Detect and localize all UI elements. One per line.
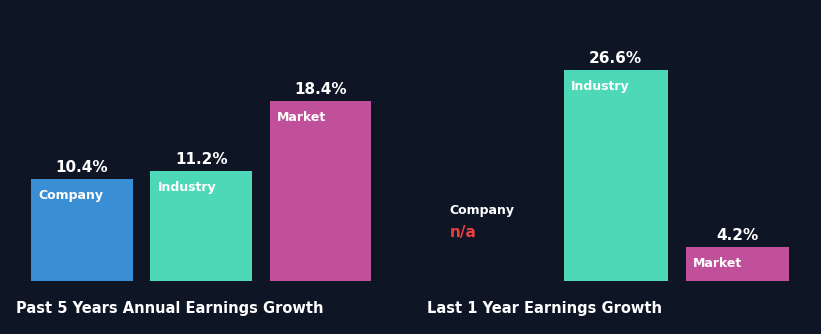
Text: 4.2%: 4.2% xyxy=(717,228,759,243)
Text: Market: Market xyxy=(693,258,742,271)
Bar xyxy=(150,171,252,281)
Text: 11.2%: 11.2% xyxy=(175,152,227,167)
Text: Past 5 Years Annual Earnings Growth: Past 5 Years Annual Earnings Growth xyxy=(16,301,324,316)
Text: n/a: n/a xyxy=(449,225,476,240)
Text: 18.4%: 18.4% xyxy=(294,82,346,97)
Text: 10.4%: 10.4% xyxy=(56,160,108,175)
Text: Industry: Industry xyxy=(571,80,630,93)
Text: Company: Company xyxy=(449,204,515,217)
Bar xyxy=(269,101,371,281)
Bar xyxy=(564,69,667,281)
Bar xyxy=(686,247,789,281)
Text: Market: Market xyxy=(277,111,326,124)
Text: 26.6%: 26.6% xyxy=(589,51,642,66)
Text: Company: Company xyxy=(39,189,103,202)
Text: Last 1 Year Earnings Growth: Last 1 Year Earnings Growth xyxy=(427,301,662,316)
Bar xyxy=(31,179,133,281)
Text: Industry: Industry xyxy=(158,181,216,194)
